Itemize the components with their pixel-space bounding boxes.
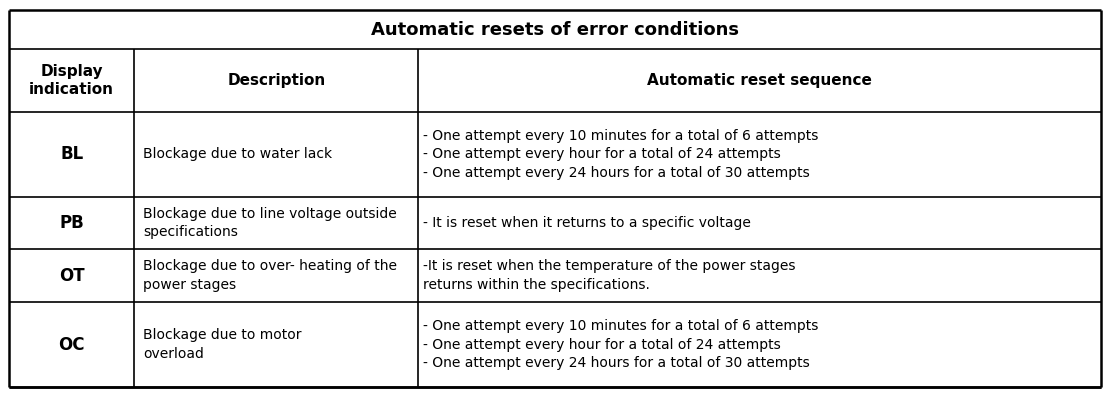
Text: OT: OT [59, 267, 84, 285]
Text: Automatic resets of error conditions: Automatic resets of error conditions [371, 20, 739, 39]
Text: OC: OC [59, 336, 85, 354]
Bar [9, 50, 1101, 112]
Text: Blockage due to line voltage outside
specifications: Blockage due to line voltage outside spe… [143, 207, 397, 239]
Text: BL: BL [60, 145, 83, 163]
Text: Description: Description [228, 73, 325, 88]
Text: -It is reset when the temperature of the power stages
returns within the specifi: -It is reset when the temperature of the… [423, 259, 796, 292]
Text: - It is reset when it returns to a specific voltage: - It is reset when it returns to a speci… [423, 216, 750, 230]
Bar [9, 10, 1101, 50]
Text: Blockage due to motor
overload: Blockage due to motor overload [143, 328, 302, 361]
Text: Display
indication: Display indication [29, 64, 114, 97]
Text: - One attempt every 10 minutes for a total of 6 attempts
- One attempt every hou: - One attempt every 10 minutes for a tot… [423, 129, 818, 180]
Text: Blockage due to water lack: Blockage due to water lack [143, 147, 333, 161]
Text: PB: PB [59, 214, 84, 232]
Text: - One attempt every 10 minutes for a total of 6 attempts
- One attempt every hou: - One attempt every 10 minutes for a tot… [423, 319, 818, 370]
Text: Blockage due to over- heating of the
power stages: Blockage due to over- heating of the pow… [143, 259, 397, 292]
Text: Automatic reset sequence: Automatic reset sequence [647, 73, 872, 88]
